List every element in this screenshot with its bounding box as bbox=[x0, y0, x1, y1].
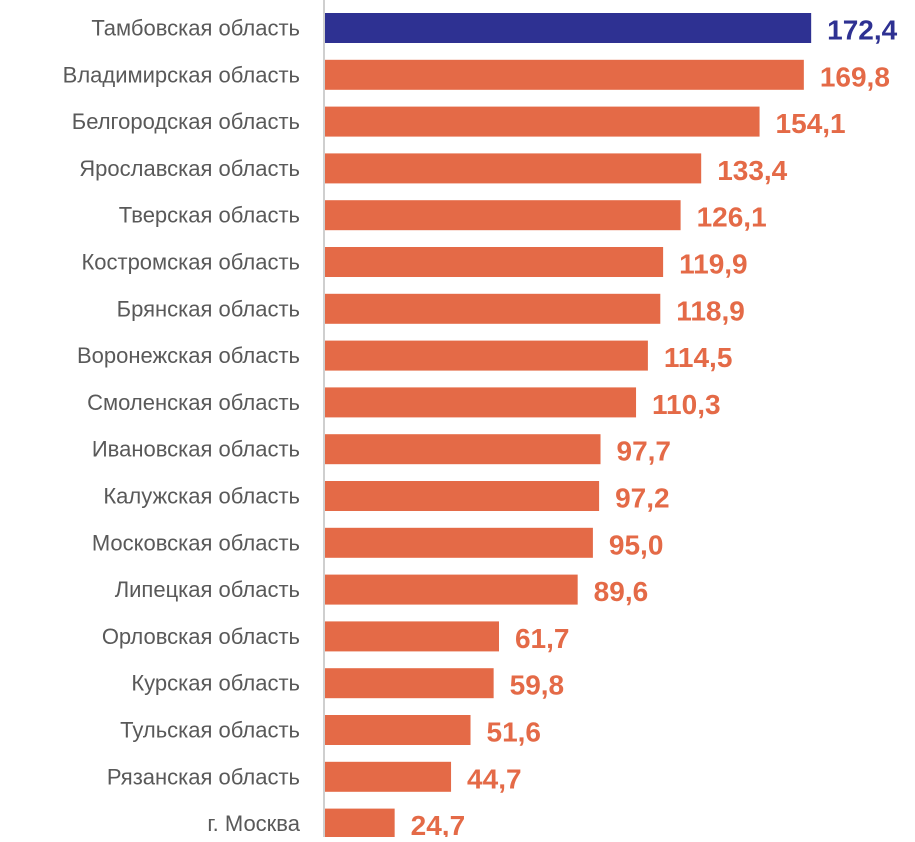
bar bbox=[325, 59, 804, 90]
bar bbox=[325, 527, 593, 558]
category-label: Ярославская область bbox=[79, 156, 300, 181]
value-label: 110,3 bbox=[652, 389, 721, 420]
category-label: Тверская область bbox=[119, 203, 300, 228]
bar bbox=[325, 106, 760, 137]
category-label: Воронежская область bbox=[77, 343, 300, 368]
bar bbox=[325, 574, 578, 605]
value-label: 59,8 bbox=[510, 670, 565, 701]
category-label: Брянская область bbox=[117, 296, 300, 321]
value-label: 172,4 bbox=[827, 15, 897, 46]
bar bbox=[325, 761, 452, 792]
value-label: 154,1 bbox=[776, 108, 846, 139]
bar bbox=[325, 200, 681, 231]
bars-group: Тамбовская область 172,4 Владимирская обла… bbox=[63, 13, 898, 841]
bar bbox=[325, 481, 600, 511]
category-label: Московская область bbox=[92, 530, 300, 555]
bar bbox=[325, 247, 664, 277]
value-label: 51,6 bbox=[487, 717, 541, 748]
category-label: Курская область bbox=[131, 671, 300, 696]
category-label: Костромская область bbox=[81, 250, 300, 275]
value-label: 126,1 bbox=[697, 202, 767, 233]
bar bbox=[325, 340, 648, 371]
value-label: 118,9 bbox=[676, 295, 745, 326]
value-label: 133,4 bbox=[717, 155, 787, 186]
value-label: 97,7 bbox=[617, 436, 672, 467]
value-label: 119,9 bbox=[679, 249, 748, 280]
bar bbox=[325, 808, 395, 839]
bar-highlight bbox=[325, 13, 812, 43]
category-label: Белгородская область bbox=[72, 109, 300, 134]
category-label: г. Москва bbox=[207, 811, 300, 836]
bar bbox=[325, 387, 637, 418]
bar bbox=[325, 434, 601, 465]
value-label: 89,6 bbox=[594, 576, 649, 607]
value-label: 114,5 bbox=[664, 342, 733, 373]
bar bbox=[325, 715, 471, 745]
category-label: Тульская область bbox=[120, 718, 300, 743]
value-label: 95,0 bbox=[609, 529, 664, 560]
category-label: Владимирская область bbox=[63, 62, 300, 87]
category-label: Ивановская область bbox=[92, 437, 300, 462]
bar bbox=[325, 668, 494, 699]
value-label: 97,2 bbox=[615, 483, 670, 514]
value-label: 61,7 bbox=[515, 623, 570, 654]
bar bbox=[325, 293, 661, 324]
value-label: 169,8 bbox=[820, 61, 890, 92]
category-label: Смоленская область bbox=[87, 390, 300, 415]
category-label: Калужская область bbox=[103, 484, 300, 509]
value-label: 24,7 bbox=[411, 810, 466, 837]
category-label: Орловская область bbox=[102, 624, 300, 649]
category-label: Липецкая область bbox=[115, 577, 300, 602]
category-label: Тамбовская область bbox=[91, 16, 300, 41]
category-label: Рязанская область bbox=[107, 764, 300, 789]
bar bbox=[325, 153, 702, 184]
bar bbox=[325, 621, 499, 652]
value-label: 44,7 bbox=[467, 763, 521, 794]
